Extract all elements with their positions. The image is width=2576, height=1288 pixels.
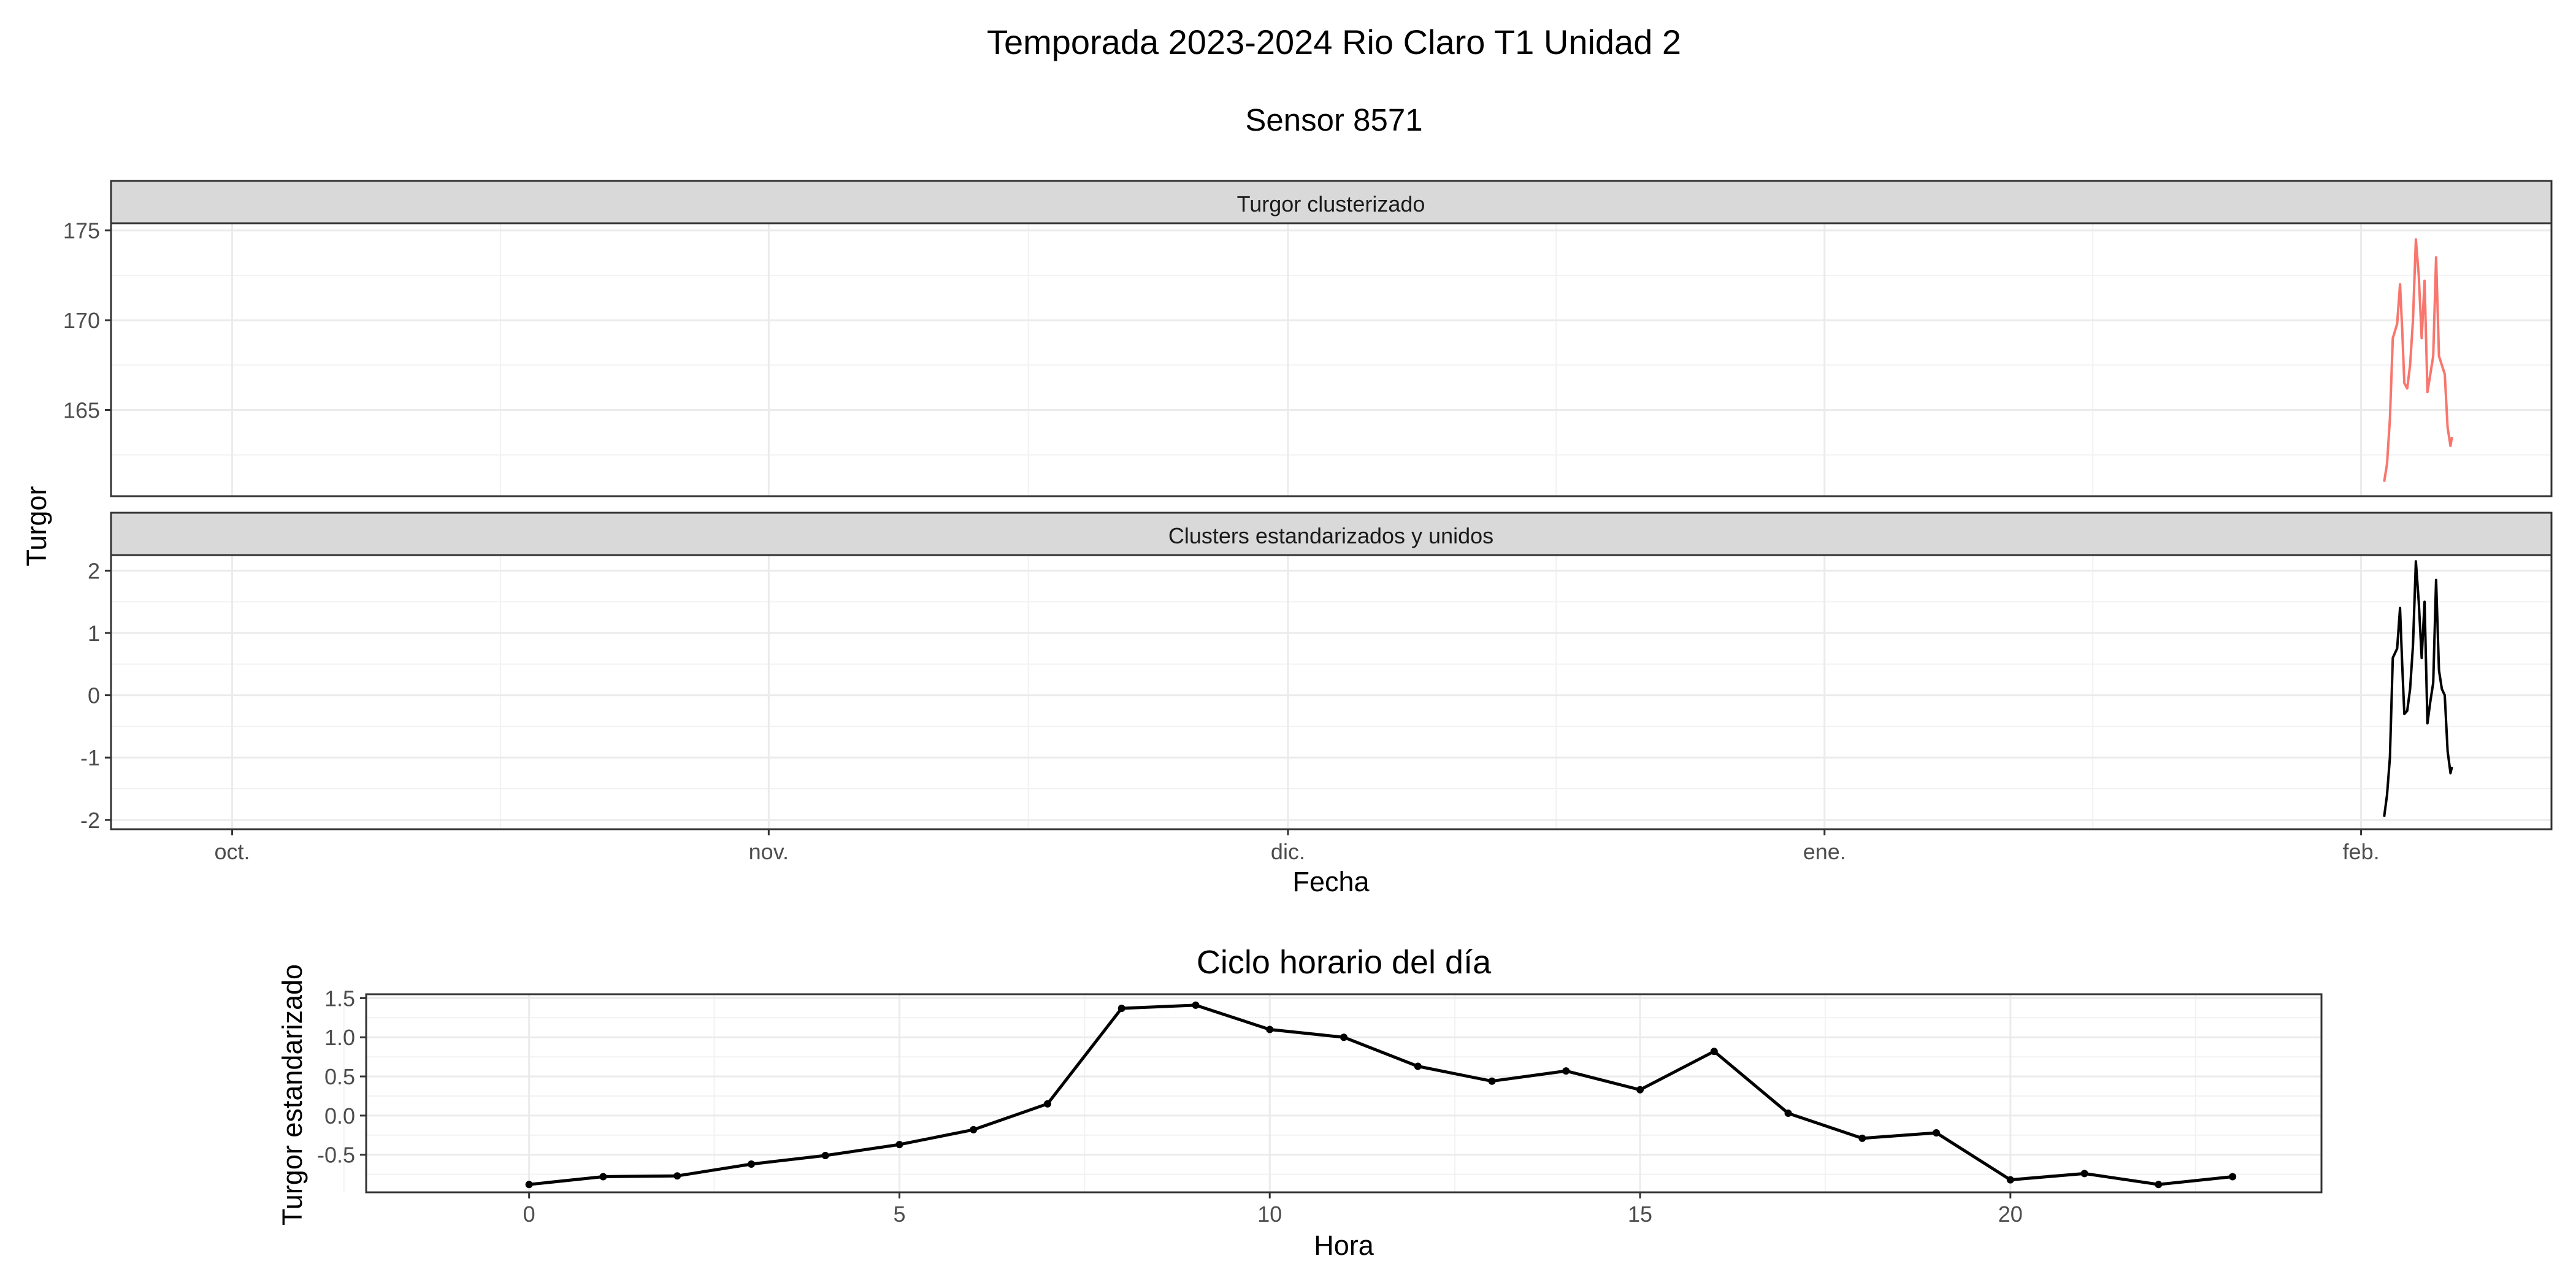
- hourly-cycle-chart: Ciclo horario del día -0.5 0.0 0.5 1.0 1.5 0…: [277, 944, 2323, 1261]
- facet-turgor-clusterizado: Turgor clusterizado 165 170 175: [63, 180, 2553, 497]
- y-tick-label: 1.0: [324, 1025, 355, 1050]
- figure-title: Temporada 2023-2024 Rio Claro T1 Unidad …: [987, 23, 1681, 61]
- x-tick-label: nov.: [749, 839, 789, 864]
- data-point: [1266, 1025, 1274, 1033]
- panel-background: [111, 555, 2551, 829]
- series-line: [2383, 238, 2453, 482]
- x-tick-label: 5: [893, 1202, 905, 1227]
- panel-background: [111, 223, 2551, 496]
- y-tick-label: -2: [80, 808, 100, 833]
- y-tick-label: -1: [80, 745, 100, 770]
- data-point: [747, 1160, 755, 1168]
- y-axis-ticks: 165 170 175: [63, 218, 111, 423]
- y-tick-label: 0.5: [324, 1064, 355, 1089]
- y-axis-ticks: -2 -1 0 1 2: [80, 558, 111, 833]
- x-axis-ticks: oct. nov. dic. ene. feb.: [215, 829, 2380, 864]
- cycle-panel-background: [366, 994, 2321, 1192]
- facet-strip-label: Clusters estandarizados y unidos: [1168, 523, 1493, 548]
- data-point: [1710, 1048, 1718, 1056]
- x-axis-ticks: 0 5 10 15 20: [523, 1192, 2023, 1227]
- data-point: [1414, 1062, 1422, 1070]
- y-tick-label: 0: [88, 683, 100, 708]
- x-tick-label: feb.: [2343, 839, 2380, 864]
- series-points: [525, 1001, 2237, 1189]
- y-tick-label: 165: [63, 397, 100, 423]
- facet-strip-label: Turgor clusterizado: [1237, 191, 1425, 217]
- data-point: [1340, 1033, 1347, 1041]
- y-axis-ticks: -0.5 0.0 0.5 1.0 1.5: [317, 986, 366, 1168]
- panel-border: [110, 222, 2553, 497]
- figure-subtitle: Sensor 8571: [1245, 102, 1422, 137]
- data-point: [1636, 1086, 1644, 1094]
- x-tick-label: dic.: [1271, 839, 1305, 864]
- x-tick-label: 10: [1257, 1202, 1282, 1227]
- cycle-x-axis-title: Hora: [1314, 1230, 1374, 1261]
- data-point: [599, 1173, 607, 1181]
- data-point: [2080, 1170, 2088, 1178]
- data-point: [1117, 1004, 1125, 1012]
- y-tick-label: 175: [63, 218, 100, 243]
- data-point: [1488, 1077, 1496, 1085]
- panel-border: [110, 554, 2553, 830]
- series-line: [529, 1003, 2233, 1186]
- x-tick-label: 0: [523, 1202, 535, 1227]
- y-tick-label: 1: [88, 621, 100, 646]
- series-lines: [2383, 560, 2453, 817]
- series-lines: [529, 1003, 2233, 1186]
- cycle-title: Ciclo horario del día: [1197, 944, 1492, 981]
- data-point: [1784, 1110, 1792, 1117]
- data-point: [525, 1181, 533, 1189]
- x-tick-label: 20: [1998, 1202, 2023, 1227]
- data-point: [2229, 1173, 2237, 1181]
- y-tick-label: 170: [63, 308, 100, 333]
- data-point: [1933, 1129, 1941, 1137]
- x-axis-title-fecha: Fecha: [1292, 866, 1370, 897]
- data-point: [1192, 1001, 1200, 1009]
- y-tick-label: 2: [88, 558, 100, 583]
- data-point: [673, 1172, 681, 1180]
- facet-clusters-estandarizados: Clusters estandarizados y unidos -2 -1 0 1 2…: [80, 512, 2553, 864]
- grid-lines: [111, 555, 2551, 829]
- facet-strip: [110, 512, 2553, 556]
- x-tick-label: 15: [1628, 1202, 1652, 1227]
- facet-strip: [110, 180, 2553, 224]
- x-tick-label: ene.: [1803, 839, 1846, 864]
- data-point: [1562, 1067, 1570, 1075]
- y-axis-title-turgor: Turgor: [21, 486, 52, 567]
- series-line: [2383, 560, 2453, 817]
- x-tick-label: oct.: [215, 839, 250, 864]
- cycle-panel-border: [365, 993, 2323, 1194]
- data-point: [2006, 1176, 2014, 1184]
- series-lines: [2383, 238, 2453, 482]
- data-point: [970, 1125, 978, 1133]
- data-point: [1043, 1100, 1051, 1108]
- data-point: [2155, 1181, 2163, 1189]
- data-point: [895, 1141, 903, 1149]
- cycle-y-axis-title: Turgor estandarizado: [277, 964, 308, 1225]
- y-tick-label: 0.0: [324, 1103, 355, 1129]
- y-tick-label: 1.5: [324, 986, 355, 1011]
- data-point: [821, 1151, 829, 1159]
- data-point: [1858, 1134, 1866, 1142]
- grid-lines: [111, 223, 2551, 496]
- y-tick-label: -0.5: [317, 1143, 355, 1168]
